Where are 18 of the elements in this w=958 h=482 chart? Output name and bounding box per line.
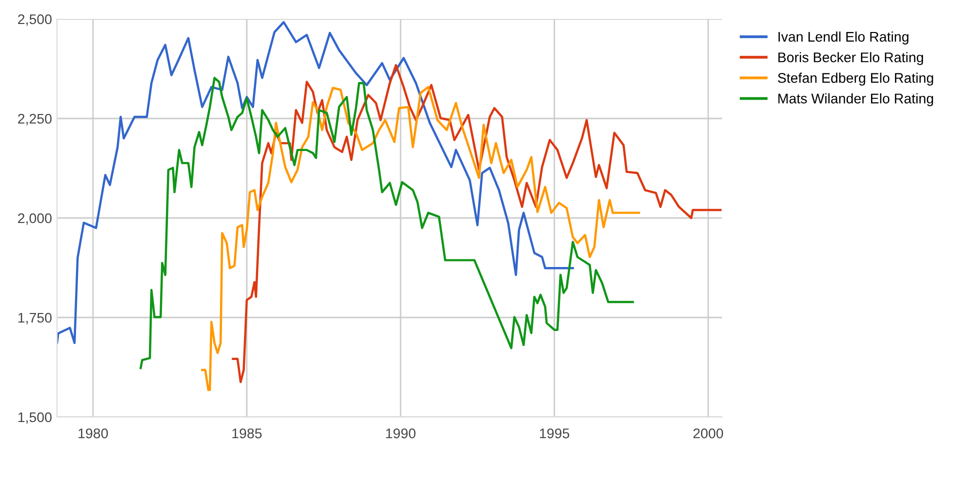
y-tick-label: 1,500 <box>18 412 52 424</box>
legend-label: Boris Becker Elo Rating <box>778 52 924 66</box>
line-series <box>232 64 722 384</box>
x-tick-label: 1985 <box>232 428 262 438</box>
legend-label: Mats Wilander Elo Rating <box>778 93 934 106</box>
line-series <box>201 86 640 392</box>
y-tick-label: 2,250 <box>18 114 52 126</box>
x-tick-label: 1980 <box>78 428 108 438</box>
legend-label: Ivan Lendl Elo Rating <box>778 32 908 44</box>
legend-label: Stefan Edberg Elo Rating <box>778 72 934 86</box>
x-tick-label: 1995 <box>540 428 570 438</box>
line-series <box>140 76 634 370</box>
line-series <box>57 21 574 344</box>
x-tick-label: 2000 <box>693 428 724 438</box>
y-tick-label: 2,000 <box>18 213 52 225</box>
y-tick-label: 1,750 <box>18 312 52 324</box>
x-tick-label: 1990 <box>386 428 416 438</box>
y-tick-label: 2,500 <box>18 14 52 26</box>
